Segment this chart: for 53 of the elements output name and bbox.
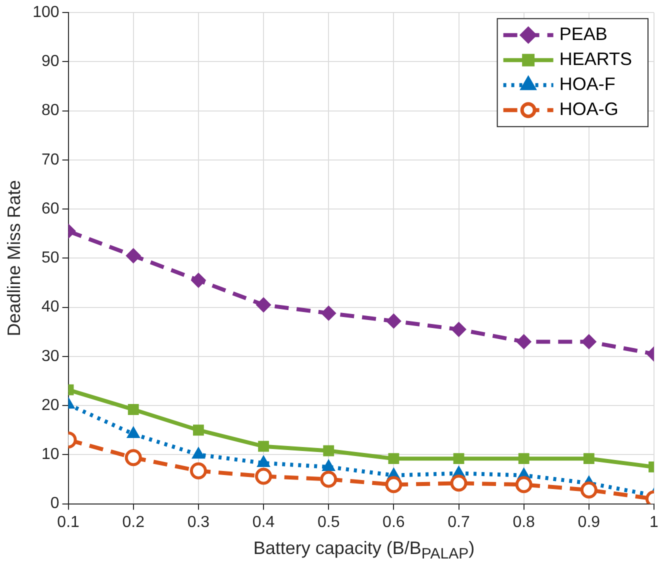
point (323, 445, 334, 456)
point (450, 474, 468, 492)
point (321, 306, 336, 321)
point (193, 424, 204, 436)
x-tick-label: 0.8 (512, 514, 536, 531)
legend-label: HEARTS (559, 49, 632, 70)
point (126, 248, 141, 264)
x-tick-label: 0.6 (382, 514, 405, 531)
point (451, 322, 466, 337)
point (518, 453, 530, 464)
y-tick-label: 50 (42, 250, 60, 267)
point (515, 476, 532, 494)
point (190, 462, 207, 480)
y-tick-label: 10 (42, 446, 60, 464)
point (453, 453, 464, 464)
point (126, 426, 140, 438)
x-axis-title: Battery capacity (B/B$_{PALAP}$) (252, 538, 476, 563)
y-tick-label: 40 (42, 298, 60, 316)
point (320, 470, 338, 488)
legend-label: HOA-F (559, 74, 616, 94)
x-tick-label: 0.7 (448, 514, 470, 531)
y-tick-label: 90 (42, 53, 60, 70)
point (386, 314, 402, 329)
y-tick-label: 70 (42, 151, 60, 168)
y-tick-label: 60 (42, 200, 60, 218)
point (581, 334, 596, 350)
point (385, 476, 402, 494)
y-tick-label: 30 (42, 348, 60, 365)
point (256, 456, 270, 468)
x-tick-label: 0.3 (187, 514, 210, 531)
point (580, 482, 598, 499)
point (124, 449, 142, 466)
x-tick-label: 0.2 (122, 514, 145, 531)
point (516, 334, 532, 350)
y-tick-label: 100 (32, 4, 60, 22)
point (256, 297, 272, 312)
y-tick-label: 0 (50, 495, 60, 512)
point (190, 272, 206, 288)
point (388, 453, 400, 464)
x-tick-label: 1 (650, 514, 659, 531)
point (255, 468, 272, 485)
legend-label: PEAB (559, 24, 608, 44)
x-tick-label: 0.4 (252, 514, 275, 531)
y-axis-title: Deadline Miss Rate (4, 180, 24, 336)
point (583, 453, 594, 464)
point (128, 404, 139, 415)
x-tick-label: 0.9 (578, 514, 600, 531)
x-tick-label: 0.5 (317, 514, 340, 531)
y-tick-label: 80 (42, 102, 60, 120)
y-tick-label: 20 (42, 396, 60, 414)
legend-label: HOA-G (559, 99, 618, 120)
x-tick-label: 0.1 (57, 514, 80, 531)
point (258, 440, 269, 452)
